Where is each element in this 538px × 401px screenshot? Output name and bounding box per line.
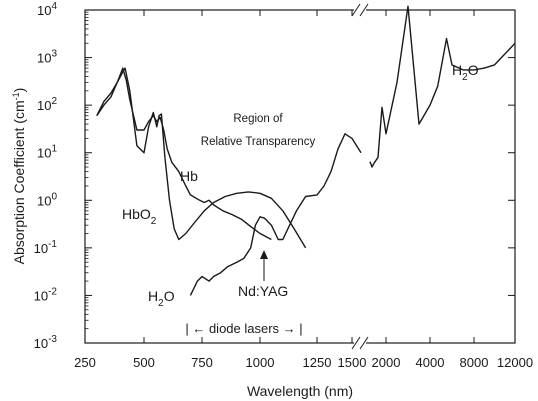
annotation-h2o-high-h: H <box>452 62 462 78</box>
annotation-h2o-low-o: O <box>164 288 175 304</box>
y-tick-label-exp: 3 <box>51 49 57 60</box>
x-axis-label: Wavelength (nm) <box>247 383 353 399</box>
y-tick-label-base: 10 <box>37 51 51 66</box>
series-line-h2o <box>189 5 516 296</box>
plot-frame <box>84 9 516 344</box>
annotation-h2o-high-o: O <box>468 62 479 78</box>
series-lines <box>96 5 516 296</box>
ndyag-arrow-head <box>260 250 268 259</box>
y-axis-label: Absorption Coefficient (cm-1) <box>11 88 27 265</box>
x-tick-label: 12000 <box>497 355 533 370</box>
y-tick-label: 104 <box>37 1 57 18</box>
annotation-region-line1: Region of <box>233 113 283 125</box>
y-tick-label-base: 10 <box>37 3 51 18</box>
x-tick-label: 1250 <box>303 355 332 370</box>
y-tick-label: 10-1 <box>34 239 58 256</box>
y-axis-label-close: ) <box>11 88 27 93</box>
annotation-hb: Hb <box>180 168 198 184</box>
x-tick-label: 1500 <box>338 355 367 370</box>
x-tick-label: 500 <box>133 355 155 370</box>
y-axis-label-main: Absorption Coefficient (cm <box>11 100 27 264</box>
y-tick-label-exp: 4 <box>51 1 57 12</box>
series-line-hbo2 <box>96 67 307 249</box>
annotation-h2o-low-h: H <box>148 288 158 304</box>
y-tick-label-base: 10 <box>37 193 51 208</box>
axis-break-slash <box>359 3 369 17</box>
axis-ticks: 250 500 750 1000 1250 1500 2000 4000 8000 1200010… <box>34 1 533 370</box>
y-tick-label-base: 10 <box>37 98 51 113</box>
axis-breaks <box>351 3 369 350</box>
y-tick-label-base: 10 <box>37 146 51 161</box>
x-tick-label: 750 <box>191 355 213 370</box>
annotation-h2o-low: H2O <box>148 288 175 309</box>
annotation-hbo2: HbO2 <box>122 206 157 227</box>
annotation-diode-lasers: | ← diode lasers → | <box>185 321 302 336</box>
y-tick-label-exp: -2 <box>48 286 57 297</box>
x-tick-label: 8000 <box>460 355 489 370</box>
y-tick-label-exp: -1 <box>48 239 57 250</box>
y-tick-label-exp: 0 <box>51 191 57 202</box>
annotation-ndyag: Nd:YAG <box>238 283 288 299</box>
y-tick-label-base: 10 <box>34 241 48 256</box>
y-tick-label: 101 <box>37 144 57 161</box>
y-tick-label-base: 10 <box>34 336 48 351</box>
x-tick-label: 1000 <box>246 355 275 370</box>
y-tick-label: 10-2 <box>34 286 58 303</box>
axis-break-slash <box>359 336 369 350</box>
annotation-region-line2: Relative Transparency <box>201 136 316 148</box>
series-line-hb <box>96 67 272 241</box>
annotations: Region of Relative Transparency Hb HbO2 … <box>122 62 479 336</box>
y-tick-label-exp: 1 <box>51 144 57 155</box>
x-tick-label: 250 <box>74 355 96 370</box>
x-tick-label: 4000 <box>416 355 445 370</box>
axis-break-slash <box>351 3 361 17</box>
y-tick-label-base: 10 <box>34 288 48 303</box>
y-tick-label: 103 <box>37 49 57 66</box>
y-axis-label-sup: -1 <box>11 92 21 100</box>
x-tick-label: 2000 <box>372 355 401 370</box>
y-tick-label: 102 <box>37 96 57 113</box>
y-tick-label-exp: -3 <box>48 334 57 345</box>
annotation-hbo2-sub: 2 <box>151 216 157 227</box>
annotation-hbo2-main: HbO <box>122 206 151 222</box>
annotation-h2o-high-sub: 2 <box>462 72 468 83</box>
y-tick-label: 100 <box>37 191 57 208</box>
annotation-h2o-high: H2O <box>452 62 479 83</box>
annotation-h2o-low-sub: 2 <box>158 298 164 309</box>
y-tick-label: 10-3 <box>34 334 58 351</box>
axis-break-slash <box>351 336 361 350</box>
axis-break-gap <box>354 337 366 349</box>
y-tick-label-exp: 2 <box>51 96 57 107</box>
axis-break-gap <box>354 4 366 16</box>
